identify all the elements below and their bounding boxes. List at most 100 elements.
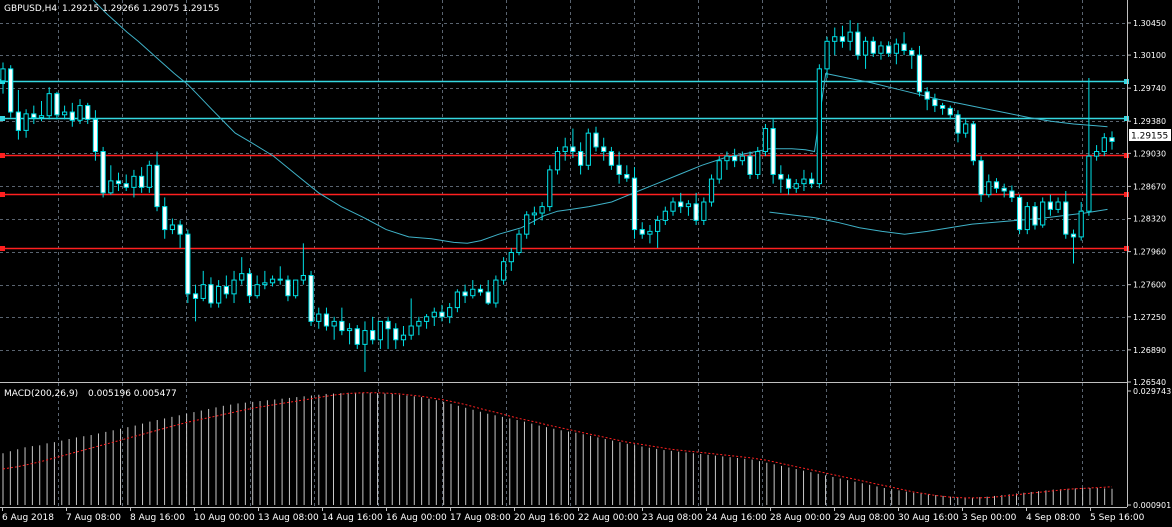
candle-body: [1055, 201, 1061, 210]
candle-body: [847, 31, 853, 42]
candle-body: [1009, 190, 1015, 198]
time-tick-label: 30 Aug 16:00: [898, 513, 959, 523]
candle-body: [770, 128, 776, 175]
candle-body: [531, 212, 538, 216]
candle-body: [809, 178, 815, 185]
candle-body: [570, 146, 576, 153]
candle-body: [77, 105, 83, 121]
candle-body: [115, 180, 122, 185]
candle-body: [755, 151, 761, 175]
price-tick-label: 1.29740: [1133, 84, 1166, 93]
candle-body: [431, 311, 437, 318]
candle-body: [562, 146, 568, 153]
price-tick-label: 1.28670: [1133, 182, 1166, 191]
candle-body: [724, 155, 730, 162]
candle-body: [939, 105, 946, 109]
candle-body: [123, 183, 129, 188]
candle-body: [223, 286, 229, 295]
candle-body: [92, 118, 99, 153]
candle-body: [785, 178, 792, 189]
hline-handle-right[interactable]: [1124, 246, 1129, 251]
hline-handle-left[interactable]: [0, 246, 5, 251]
hline-handle-right[interactable]: [1124, 116, 1129, 121]
candle-body: [993, 181, 1000, 189]
candle-body: [601, 146, 607, 153]
candle-body: [0, 68, 6, 82]
candle-body: [408, 325, 414, 336]
candle-body: [862, 40, 869, 56]
candle-body: [1078, 210, 1084, 238]
time-tick-label: 6 Aug 2018: [2, 513, 54, 523]
macd-label: MACD(200,26,9): [4, 389, 78, 399]
candle-body: [131, 175, 137, 188]
candle-body: [870, 40, 876, 54]
candle-body: [978, 160, 984, 196]
candle-body: [69, 111, 75, 121]
candle-body: [608, 151, 615, 166]
candle-body: [816, 68, 822, 185]
hline-handle-left[interactable]: [0, 192, 5, 197]
candle-body: [485, 291, 491, 304]
ma-line-lower: [769, 208, 1108, 235]
candle-body: [554, 151, 561, 171]
price-tick-label: 1.30100: [1133, 51, 1166, 60]
time-tick-label: 16 Aug 00:00: [386, 513, 447, 523]
hline-handle-left[interactable]: [0, 116, 5, 121]
candle-body: [46, 93, 52, 117]
candle-body: [23, 113, 29, 131]
candle-body: [500, 261, 507, 281]
candle-body: [1047, 201, 1054, 210]
macd-tick-label: 0.000901: [1133, 501, 1171, 510]
hline-handle-right[interactable]: [1124, 79, 1129, 84]
price-axis: 1.30450 1.30100 1.29740 1.29380 1.29030 1.286…: [1127, 0, 1166, 507]
time-tick-label: 14 Aug 16:00: [322, 513, 383, 523]
candle-body: [1032, 206, 1038, 226]
candle-body: [31, 113, 37, 119]
candle-body: [154, 164, 160, 208]
ohlc-values: 1.29215 1.29266 1.29075 1.29155: [62, 4, 219, 14]
candle-body: [878, 45, 884, 54]
candle-body: [61, 111, 68, 116]
price-tick-label: 1.26890: [1133, 346, 1166, 355]
candle-body: [963, 123, 969, 134]
price-tick-label: 1.30450: [1133, 19, 1166, 28]
candle-body: [593, 132, 599, 148]
candle-body: [146, 164, 152, 188]
candle-body: [539, 206, 545, 214]
candle-body: [269, 278, 276, 284]
candle-body: [670, 201, 676, 212]
candle-body: [400, 334, 407, 341]
candle-body: [631, 177, 638, 231]
hline-handle-right[interactable]: [1124, 192, 1129, 197]
candle-body: [470, 288, 476, 297]
candle-body: [192, 293, 199, 299]
candle-body: [655, 219, 661, 232]
candle-body: [970, 123, 976, 162]
candle-body: [916, 54, 923, 93]
hline-handle-right[interactable]: [1124, 153, 1129, 158]
candle-body: [647, 230, 653, 235]
candle-body: [732, 155, 738, 162]
time-tick-label: 22 Aug 00:00: [578, 513, 639, 523]
macd-histogram: [2, 392, 1113, 505]
candle-body: [393, 328, 399, 341]
candle-body: [423, 316, 430, 322]
candle-body: [739, 155, 745, 162]
candle-body: [624, 173, 630, 179]
candle-body: [185, 233, 191, 295]
candle-body: [1101, 137, 1107, 153]
hline-handle-left[interactable]: [0, 153, 5, 158]
price-tick-label: 1.26540: [1133, 378, 1166, 387]
candle-body: [693, 203, 699, 221]
candle-body: [855, 31, 861, 56]
candle-body: [616, 164, 622, 175]
candle-body: [108, 180, 114, 194]
macd-axis: 0.029743 0.000901: [1127, 387, 1171, 510]
candle-body: [477, 288, 484, 293]
candle-body: [493, 279, 499, 304]
candle-body: [362, 330, 368, 345]
candle-body: [801, 178, 807, 185]
candle-body: [824, 40, 830, 70]
candle-body: [1093, 151, 1100, 157]
